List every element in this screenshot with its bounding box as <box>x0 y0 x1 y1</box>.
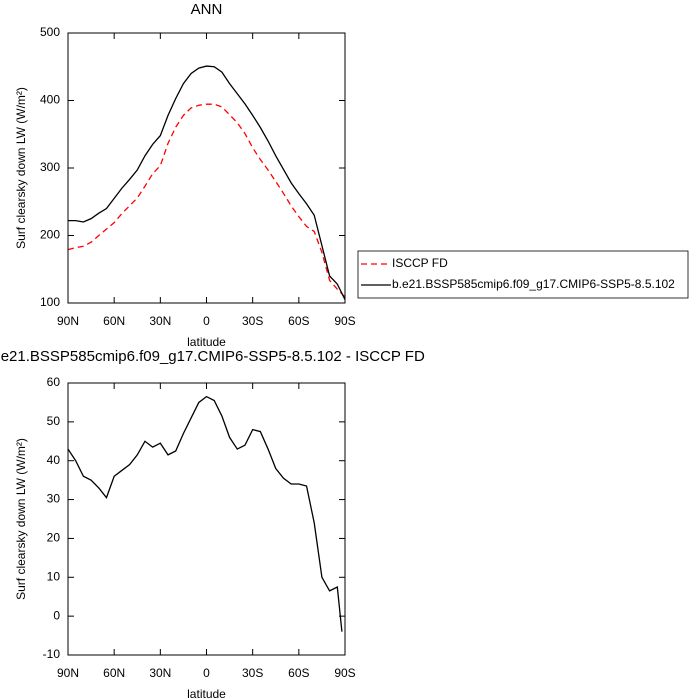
x-tick-label: 30S <box>242 666 263 680</box>
y-tick-label: 10 <box>47 569 61 583</box>
y-tick-label: 500 <box>40 25 60 39</box>
x-tick-label: 30N <box>149 666 171 680</box>
x-tick-label: 60N <box>103 314 125 328</box>
x-tick-label: 60N <box>103 666 125 680</box>
chart-title: ANN <box>191 1 223 18</box>
x-tick-label: 60S <box>288 666 309 680</box>
chart-title: b.e21.BSSP585cmip6.f09_g17.CMIP6-SSP5-8.… <box>0 348 425 365</box>
y-tick-label: 200 <box>40 228 60 242</box>
y-axis-label: Surf clearsky down LW (W/m²) <box>14 438 28 600</box>
y-tick-label: 0 <box>53 608 60 622</box>
x-tick-label: 30S <box>242 314 263 328</box>
x-tick-label: 0 <box>203 666 210 680</box>
y-tick-label: 100 <box>40 295 60 309</box>
x-tick-label: 60S <box>288 314 309 328</box>
data-line <box>68 65 346 300</box>
legend-label: ISCCP FD <box>392 256 448 270</box>
x-tick-label: 90S <box>334 314 355 328</box>
x-tick-label: 90S <box>334 666 355 680</box>
y-tick-label: 20 <box>47 531 61 545</box>
y-tick-label: 400 <box>40 93 60 107</box>
x-tick-label: 0 <box>203 314 210 328</box>
legend-label: b.e21.BSSP585cmip6.f09_g17.CMIP6-SSP5-8.… <box>392 277 675 291</box>
data-line <box>67 395 343 632</box>
y-tick-label: 60 <box>47 375 61 389</box>
x-tick-label: 90N <box>57 666 79 680</box>
y-tick-label: 30 <box>47 492 61 506</box>
legend-box <box>357 250 689 299</box>
x-tick-label: 90N <box>57 314 79 328</box>
x-axis-label: latitude <box>187 335 226 349</box>
x-tick-label: 30N <box>149 314 171 328</box>
y-tick-label: 40 <box>47 453 61 467</box>
x-axis-label: latitude <box>187 687 226 700</box>
data-line <box>67 103 346 298</box>
y-tick-label: -10 <box>43 647 61 661</box>
y-axis-label: Surf clearsky down LW (W/m²) <box>14 87 28 249</box>
y-tick-label: 50 <box>47 414 61 428</box>
plot-frame <box>67 32 346 304</box>
y-tick-label: 300 <box>40 160 60 174</box>
plot-frame <box>67 382 346 656</box>
